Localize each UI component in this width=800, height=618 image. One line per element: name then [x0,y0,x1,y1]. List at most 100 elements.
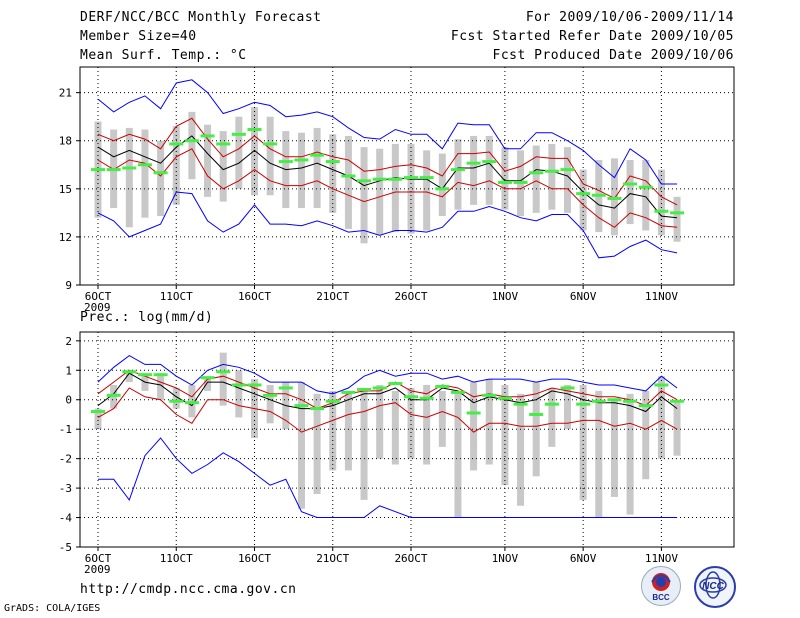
x-tick-label: 6NOV [570,552,597,565]
member-size-label: Member Size=40 [80,29,197,44]
ensemble-bar [297,132,305,209]
ensemble-bar [657,169,665,236]
x-tick-label: 6OCT [85,552,112,565]
ensemble-bar [235,116,243,189]
chart-title: DERF/NCC/BCC Monthly Forecast [80,10,322,25]
y-tick-label: 9 [65,279,72,292]
series-max-line [97,355,678,395]
x-tick-label: 21OCT [316,290,349,303]
x-tick-label: 1NOV [492,290,519,303]
x-tick-label: 6NOV [570,290,597,303]
ensemble-bar [172,387,180,409]
ensemble-bar [360,147,368,244]
plot-frame [79,66,735,286]
ensemble-bar [329,134,337,213]
ensemble-bar [188,111,196,180]
ensemble-bar [204,379,212,391]
ensemble-bar [501,147,509,210]
plot-frame [79,331,735,548]
ensemble-bar [204,124,212,197]
x-tick-label: 11NOV [645,290,678,303]
series-spread-lower-line [97,387,678,433]
y-tick-label: 21 [59,87,72,100]
ensemble-bar [564,385,571,430]
ensemble-bar [391,390,399,465]
series-spread-upper-line [97,117,678,206]
ensemble-bar [344,390,352,471]
ensemble-bar [642,390,650,480]
bcc-emblem-icon: BCC [651,573,671,602]
ensemble-bar [157,140,165,217]
ensemble-bar [266,385,274,424]
ncc-emblem-icon: NCC [699,571,727,599]
ensemble-bar [391,143,399,233]
forecast-period: For 2009/10/06-2009/11/14 [525,10,734,25]
ensemble-bar [266,116,274,196]
x-tick-label: 11NOV [645,552,678,565]
variable-label: Mean Surf. Temp.: °C [80,48,247,63]
grads-credit: GrADS: COLA/IGES [4,603,101,614]
ensemble-bar [626,393,634,515]
ensemble-bar [376,385,384,459]
ensemble-bar [125,370,133,383]
ensemble-bar [172,126,180,205]
y-tick-label: 2 [65,335,72,348]
ensemble-bar [360,387,368,500]
ensemble-bar [438,153,446,217]
ensemble-bar [407,387,415,459]
y-tick-label: 18 [59,135,72,148]
x-tick-label: 11OCT [160,290,193,303]
ensemble-bar [673,399,681,456]
series-mean-line [97,135,678,219]
y-tick-label: 12 [59,231,72,244]
y-tick-label: -2 [59,453,72,466]
ensemble-bar [610,158,618,236]
source-url[interactable]: http://cmdp.ncc.cma.gov.cn [80,582,297,597]
ensemble-bar [610,399,618,497]
series-min-line [97,191,678,259]
ensemble-bar [344,135,352,229]
ncc-logo: NCC [694,566,736,608]
ensemble-bar [235,370,243,418]
y-tick-label: 0 [65,394,72,407]
x-tick-label: 6OCT [85,290,112,303]
ensemble-bar [485,379,493,465]
ensemble-bar [470,382,478,471]
ensemble-bar [485,135,493,205]
ensemble-bar [579,169,587,231]
x-tick-label: 26OCT [394,552,427,565]
ensemble-bar [141,129,149,218]
ensemble-bar [157,373,165,400]
year-label: 2009 [84,563,111,576]
forecast-produced-date: Fcst Produced Date 2009/10/06 [492,48,734,63]
ensemble-bar [438,390,446,447]
y-tick-label: -1 [59,423,72,436]
ensemble-bar [297,382,305,509]
ensemble-bar [579,385,587,500]
ensemble-bar [673,196,681,242]
ensemble-bar [454,139,462,210]
y-tick-label: 1 [65,364,72,377]
y-tick-label: -4 [59,512,73,525]
ensemble-bar [376,148,384,236]
ensemble-bar [423,385,431,465]
panel-temperature: 9 12 15 18 21 6OCT 11OCT 16OCT 21OCT 26OCT 1NOV 6NO… [59,66,735,314]
ensemble-bar [548,387,556,447]
x-tick-label: 21OCT [316,552,349,565]
ensemble-bar [470,135,478,205]
ensemble-bar [313,127,321,209]
ensemble-bar [125,127,133,228]
ensemble-bar [626,159,634,225]
ensemble-bar [94,408,102,430]
ensemble-bar [564,147,571,213]
series-spread-lower-line [97,148,678,228]
x-tick-label: 11OCT [160,552,193,565]
bcc-logo: BCC [641,566,681,606]
y-tick-label: 15 [59,183,72,196]
ensemble-bar [313,393,321,494]
x-tick-label: 16OCT [238,552,271,565]
year-label: 2009 [84,301,111,314]
ensemble-bar [501,385,509,486]
